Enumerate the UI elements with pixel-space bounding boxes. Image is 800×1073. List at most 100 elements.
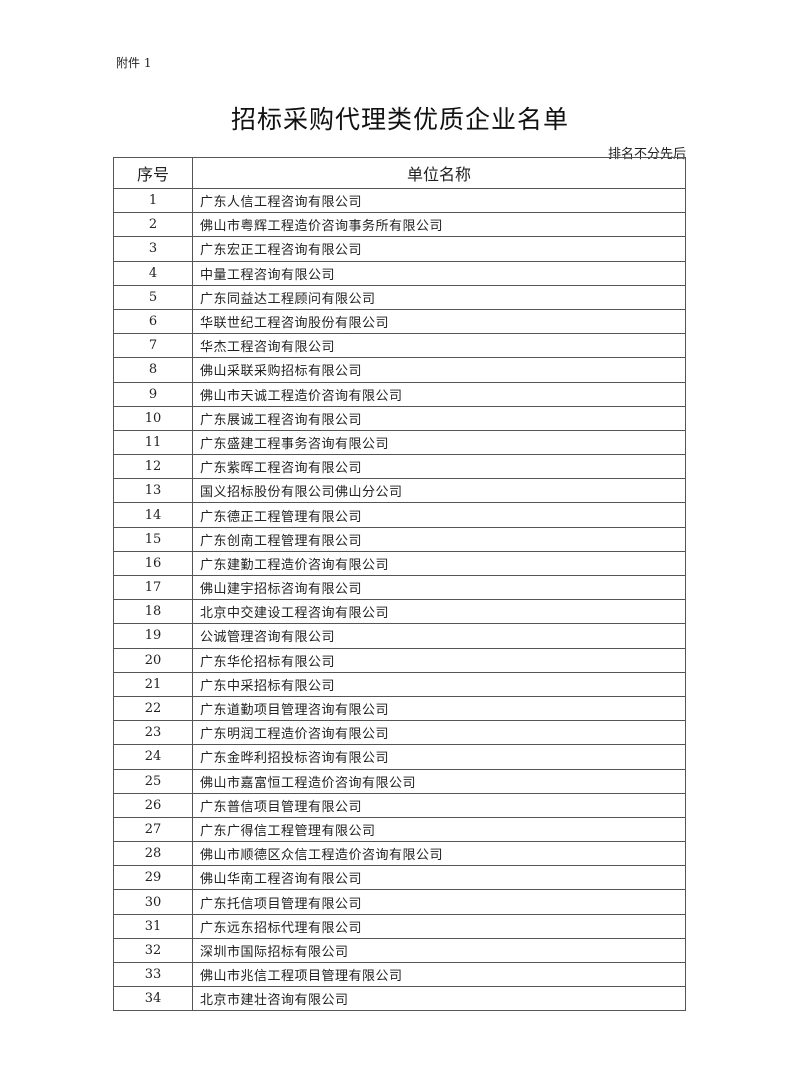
row-number: 10 [113, 405, 193, 431]
table-row: 19 公诚管理咨询有限公司 [113, 623, 686, 649]
table-row: 31 广东远东招标代理有限公司 [113, 913, 686, 939]
table-header-row: 序号 单位名称 [113, 157, 686, 189]
table-row: 14 广东德正工程管理有限公司 [113, 502, 686, 528]
company-name: 国义招标股份有限公司佛山分公司 [192, 478, 686, 504]
company-name: 佛山市顺德区众信工程造价咨询有限公司 [192, 841, 686, 867]
company-name: 广东托信项目管理有限公司 [192, 889, 686, 915]
company-name: 广东紫晖工程咨询有限公司 [192, 454, 686, 480]
table-row: 4 中量工程咨询有限公司 [113, 260, 686, 286]
company-name: 佛山采联采购招标有限公司 [192, 357, 686, 383]
row-number: 15 [113, 526, 193, 552]
company-name: 广东盛建工程事务咨询有限公司 [192, 429, 686, 456]
row-number: 5 [113, 284, 193, 310]
company-name: 佛山市嘉富恒工程造价咨询有限公司 [192, 768, 686, 794]
row-number: 4 [113, 260, 193, 286]
company-name: 佛山市粤辉工程造价咨询事务所有限公司 [192, 212, 686, 238]
table-row: 13 国义招标股份有限公司佛山分公司 [113, 478, 686, 504]
company-name: 广东普信项目管理有限公司 [192, 792, 686, 818]
company-name: 广东明润工程造价咨询有限公司 [192, 720, 686, 746]
row-number: 28 [113, 841, 193, 867]
table-row: 7 华杰工程咨询有限公司 [113, 333, 686, 359]
table-row: 33 佛山市兆信工程项目管理有限公司 [113, 961, 686, 988]
table-row: 5 广东同益达工程顾问有限公司 [113, 284, 686, 310]
table-row: 9 佛山市天诚工程造价咨询有限公司 [113, 381, 686, 407]
company-name: 广东人信工程咨询有限公司 [192, 187, 686, 214]
company-name: 佛山华南工程咨询有限公司 [192, 865, 686, 891]
table-row: 29 佛山华南工程咨询有限公司 [113, 865, 686, 891]
row-number: 27 [113, 816, 193, 843]
row-number: 22 [113, 695, 193, 722]
company-name: 北京市建壮咨询有限公司 [192, 986, 686, 1012]
table-row: 8 佛山采联采购招标有限公司 [113, 357, 686, 383]
company-name: 广东广得信工程管理有限公司 [192, 816, 686, 843]
row-number: 14 [113, 502, 193, 528]
company-name: 佛山建宇招标咨询有限公司 [192, 574, 686, 601]
table-row: 17 佛山建宇招标咨询有限公司 [113, 574, 686, 601]
table-row: 24 广东金晔利招投标咨询有限公司 [113, 744, 686, 770]
row-number: 21 [113, 671, 193, 697]
row-number: 3 [113, 236, 193, 262]
row-number: 25 [113, 768, 193, 794]
row-number: 32 [113, 937, 193, 964]
table-row: 23 广东明润工程造价咨询有限公司 [113, 720, 686, 746]
company-name: 广东宏正工程咨询有限公司 [192, 236, 686, 262]
header-company-name: 单位名称 [192, 157, 686, 189]
table-row: 3 广东宏正工程咨询有限公司 [113, 236, 686, 262]
company-name: 广东创南工程管理有限公司 [192, 526, 686, 552]
company-name: 公诚管理咨询有限公司 [192, 623, 686, 649]
company-name: 广东展诚工程咨询有限公司 [192, 405, 686, 431]
row-number: 29 [113, 865, 193, 891]
company-table: 序号 单位名称 1 广东人信工程咨询有限公司 2 佛山市粤辉工程造价咨询事务所有限公司… [113, 157, 686, 1012]
table-row: 16 广东建勤工程造价咨询有限公司 [113, 550, 686, 577]
company-name: 广东远东招标代理有限公司 [192, 913, 686, 939]
row-number: 31 [113, 913, 193, 939]
company-name: 广东中采招标有限公司 [192, 671, 686, 697]
company-name: 北京中交建设工程咨询有限公司 [192, 599, 686, 625]
table-row: 12 广东紫晖工程咨询有限公司 [113, 454, 686, 480]
table-row: 30 广东托信项目管理有限公司 [113, 889, 686, 915]
table-row: 11 广东盛建工程事务咨询有限公司 [113, 429, 686, 456]
header-number: 序号 [113, 157, 193, 189]
row-number: 13 [113, 478, 193, 504]
company-name: 中量工程咨询有限公司 [192, 260, 686, 286]
row-number: 18 [113, 599, 193, 625]
row-number: 8 [113, 357, 193, 383]
company-name: 华联世纪工程咨询股份有限公司 [192, 308, 686, 335]
table-row: 2 佛山市粤辉工程造价咨询事务所有限公司 [113, 212, 686, 238]
attachment-label: 附件 1 [116, 56, 152, 70]
table-row: 28 佛山市顺德区众信工程造价咨询有限公司 [113, 841, 686, 867]
table-row: 34 北京市建壮咨询有限公司 [113, 986, 686, 1012]
company-name: 深圳市国际招标有限公司 [192, 937, 686, 964]
company-name: 广东德正工程管理有限公司 [192, 502, 686, 528]
table-row: 22 广东道勤项目管理咨询有限公司 [113, 695, 686, 722]
company-name: 广东道勤项目管理咨询有限公司 [192, 695, 686, 722]
company-name: 广东金晔利招投标咨询有限公司 [192, 744, 686, 770]
row-number: 2 [113, 212, 193, 238]
table-row: 21 广东中采招标有限公司 [113, 671, 686, 697]
table-row: 6 华联世纪工程咨询股份有限公司 [113, 308, 686, 335]
row-number: 30 [113, 889, 193, 915]
table-row: 20 广东华伦招标有限公司 [113, 647, 686, 673]
row-number: 19 [113, 623, 193, 649]
page-title: 招标采购代理类优质企业名单 [230, 105, 569, 134]
table-row: 10 广东展诚工程咨询有限公司 [113, 405, 686, 431]
row-number: 1 [113, 187, 193, 214]
table-row: 1 广东人信工程咨询有限公司 [113, 187, 686, 214]
row-number: 17 [113, 574, 193, 601]
company-name: 佛山市兆信工程项目管理有限公司 [192, 961, 686, 988]
table-body: 1 广东人信工程咨询有限公司 2 佛山市粤辉工程造价咨询事务所有限公司 3 广东宏正工程咨… [113, 187, 686, 1012]
company-name: 广东建勤工程造价咨询有限公司 [192, 550, 686, 577]
row-number: 26 [113, 792, 193, 818]
row-number: 12 [113, 454, 193, 480]
row-number: 24 [113, 744, 193, 770]
company-name: 华杰工程咨询有限公司 [192, 333, 686, 359]
table-row: 25 佛山市嘉富恒工程造价咨询有限公司 [113, 768, 686, 794]
company-name: 广东华伦招标有限公司 [192, 647, 686, 673]
company-name: 广东同益达工程顾问有限公司 [192, 284, 686, 310]
row-number: 20 [113, 647, 193, 673]
row-number: 34 [113, 986, 193, 1012]
row-number: 16 [113, 550, 193, 577]
row-number: 23 [113, 720, 193, 746]
table-row: 27 广东广得信工程管理有限公司 [113, 816, 686, 843]
row-number: 11 [113, 429, 193, 456]
